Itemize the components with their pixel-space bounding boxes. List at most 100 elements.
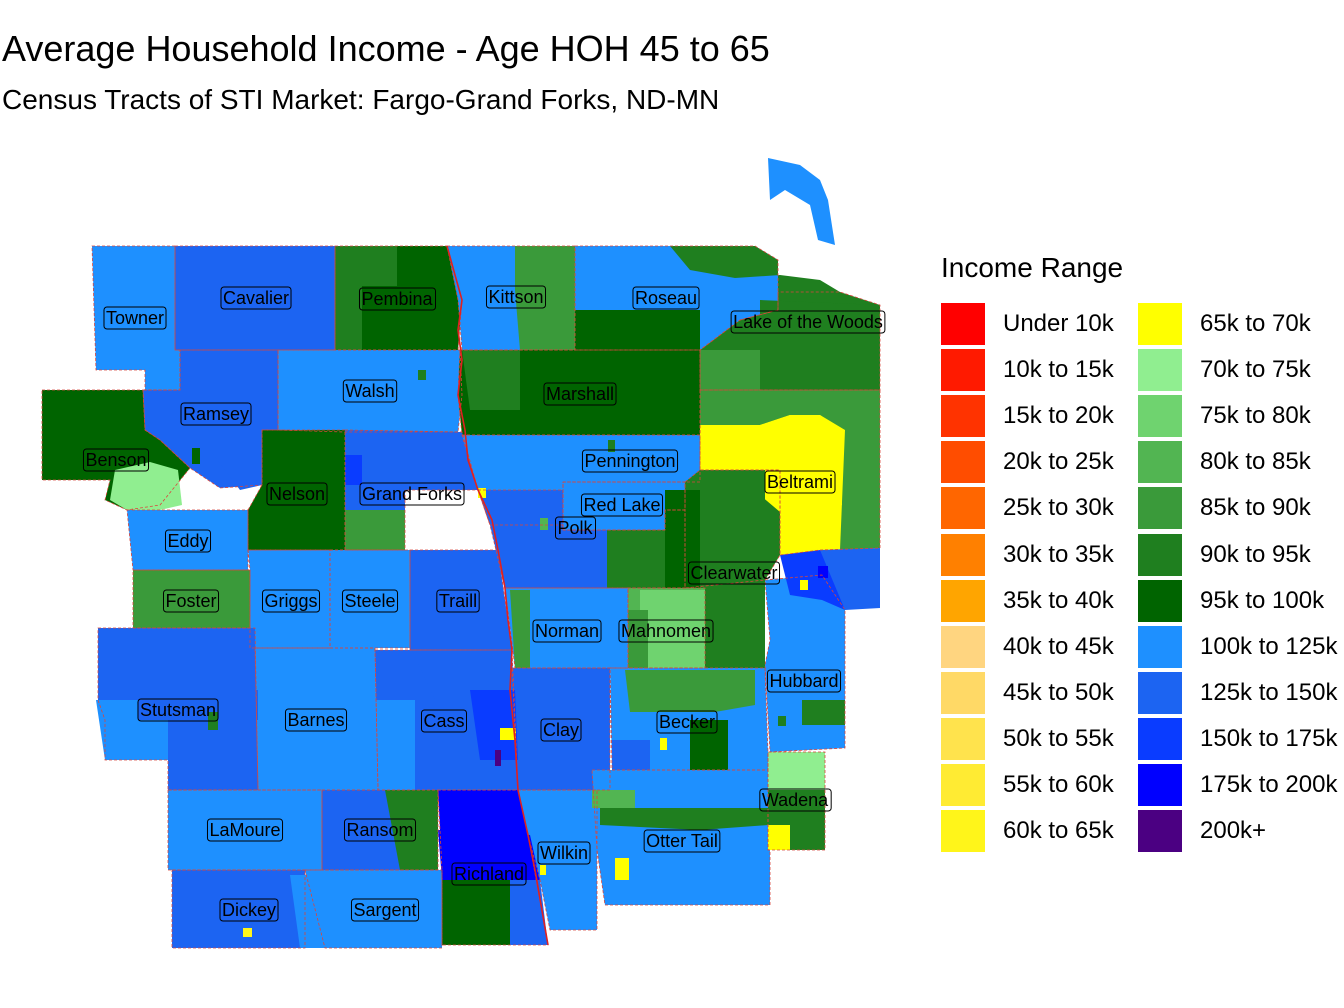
county-label-box — [543, 382, 617, 406]
county-region-nelson — [248, 430, 345, 550]
county-label-wilkin: Wilkin — [537, 841, 591, 865]
legend-item: 40k to 45k — [941, 625, 1114, 669]
legend-item: 10k to 15k — [941, 348, 1114, 392]
county-label-sargent: Sargent — [350, 898, 420, 922]
legend-label: 150k to 175k — [1200, 724, 1338, 752]
legend-swatch — [1138, 349, 1182, 392]
tract-patch — [818, 566, 828, 578]
county-label-beltrami: Beltrami — [764, 470, 836, 494]
county-label-text: LaMoure — [209, 820, 280, 840]
county-label-box — [350, 898, 420, 922]
county-labels: Towner Cavalier Pembina Kittson Roseau Lake o… — [82, 285, 886, 922]
county-region-walsh — [278, 350, 462, 432]
tract-patch — [442, 880, 510, 945]
county-label-text: Kittson — [488, 287, 543, 307]
county-label-box — [284, 708, 348, 732]
county-region-otter-tail — [592, 770, 770, 905]
county-region-towner — [92, 246, 180, 390]
county-label-text: Steele — [344, 591, 395, 611]
county-label-text: Eddy — [167, 531, 208, 551]
tract-patch — [510, 880, 548, 945]
county-borders — [41, 245, 881, 949]
county-label-kittson: Kittson — [485, 285, 547, 309]
county-label-box — [764, 470, 836, 494]
county-label-towner: Towner — [103, 306, 167, 330]
tract-patch — [462, 350, 520, 410]
tract-patch — [418, 370, 426, 380]
county-label-box — [766, 669, 842, 693]
county-label-traill: Traill — [436, 589, 480, 613]
legend-label: 100k to 125k — [1200, 632, 1338, 660]
tract-patch — [575, 310, 700, 350]
tract-patch — [608, 440, 615, 452]
legend-swatch — [1138, 395, 1182, 438]
county-label-text: Marshall — [546, 384, 614, 404]
county-label-box — [554, 516, 597, 540]
legend-item: 150k to 175k — [1138, 717, 1337, 761]
tract-patch — [768, 825, 790, 850]
legend-swatch — [941, 487, 985, 530]
legend-item: 70k to 75k — [1138, 348, 1311, 392]
county-label-text: Wadena — [762, 790, 829, 810]
tract-patch — [540, 865, 546, 875]
legend-item: 125k to 150k — [1138, 671, 1337, 715]
legend-label: 10k to 15k — [1003, 356, 1114, 384]
county-label-box — [759, 788, 832, 812]
county-label-text: Ransom — [346, 820, 413, 840]
county-label-text: Cass — [423, 711, 464, 731]
county-label-box — [580, 493, 664, 517]
tract-patch — [243, 928, 252, 937]
tract-patch — [385, 790, 438, 870]
legend-swatch — [1138, 579, 1182, 622]
county-label-box — [82, 448, 150, 472]
county-label-text: Clay — [543, 720, 579, 740]
legend-item: 75k to 80k — [1138, 394, 1311, 438]
county-label-pembina: Pembina — [358, 287, 437, 311]
county-label-text: Dickey — [222, 900, 276, 920]
county-label-ramsey: Ramsey — [180, 402, 252, 426]
county-label-box — [342, 379, 398, 403]
legend-label: 175k to 200k — [1200, 771, 1338, 798]
county-label-box — [532, 619, 602, 643]
county-label-text: Norman — [535, 621, 599, 641]
legend-swatch — [1138, 533, 1182, 576]
legend-title: Income Range — [941, 252, 1124, 283]
legend-swatch — [941, 625, 985, 668]
county-label-mahnomen: Mahnomen — [618, 619, 714, 643]
tract-patch — [180, 350, 278, 490]
tract-patch — [110, 462, 182, 510]
county-label-norman: Norman — [532, 619, 602, 643]
county-label-box — [537, 841, 591, 865]
county-label-box — [420, 709, 468, 733]
legend-swatch — [1138, 717, 1182, 760]
legend-swatch — [1138, 303, 1182, 345]
tract-patch — [345, 455, 362, 485]
legend-item: 175k to 200k — [1138, 763, 1337, 807]
county-border — [517, 789, 598, 931]
county-label-steele: Steele — [341, 589, 399, 613]
tract-patch — [362, 286, 397, 350]
legend-item: 35k to 40k — [941, 579, 1114, 623]
county-label-text: Otter Tail — [646, 831, 718, 851]
legend-swatch — [1138, 810, 1182, 853]
map-title: Average Household Income - Age HOH 45 to… — [2, 28, 770, 69]
county-label-ransom: Ransom — [343, 818, 417, 842]
county-label-box — [206, 818, 284, 842]
legend-label: 65k to 70k — [1200, 310, 1311, 337]
county-label-box — [618, 619, 714, 643]
tract-patch — [607, 530, 665, 588]
legend-item: 25k to 30k — [941, 486, 1114, 530]
county-label-griggs: Griggs — [261, 589, 321, 613]
county-label-becker: Becker — [656, 710, 718, 734]
legend-item: 50k to 55k — [941, 717, 1114, 761]
tract-patch — [470, 690, 518, 760]
tract-patch — [628, 610, 648, 668]
legend-label: 80k to 85k — [1200, 448, 1311, 476]
county-label-text: Traill — [439, 591, 477, 611]
county-label-stutsman: Stutsman — [137, 698, 219, 722]
legend-item: 90k to 95k — [1138, 533, 1311, 577]
tract-patch — [510, 590, 530, 668]
county-label-text: Polk — [557, 518, 593, 538]
county-border — [609, 667, 769, 771]
legend-label: 75k to 80k — [1200, 402, 1311, 430]
